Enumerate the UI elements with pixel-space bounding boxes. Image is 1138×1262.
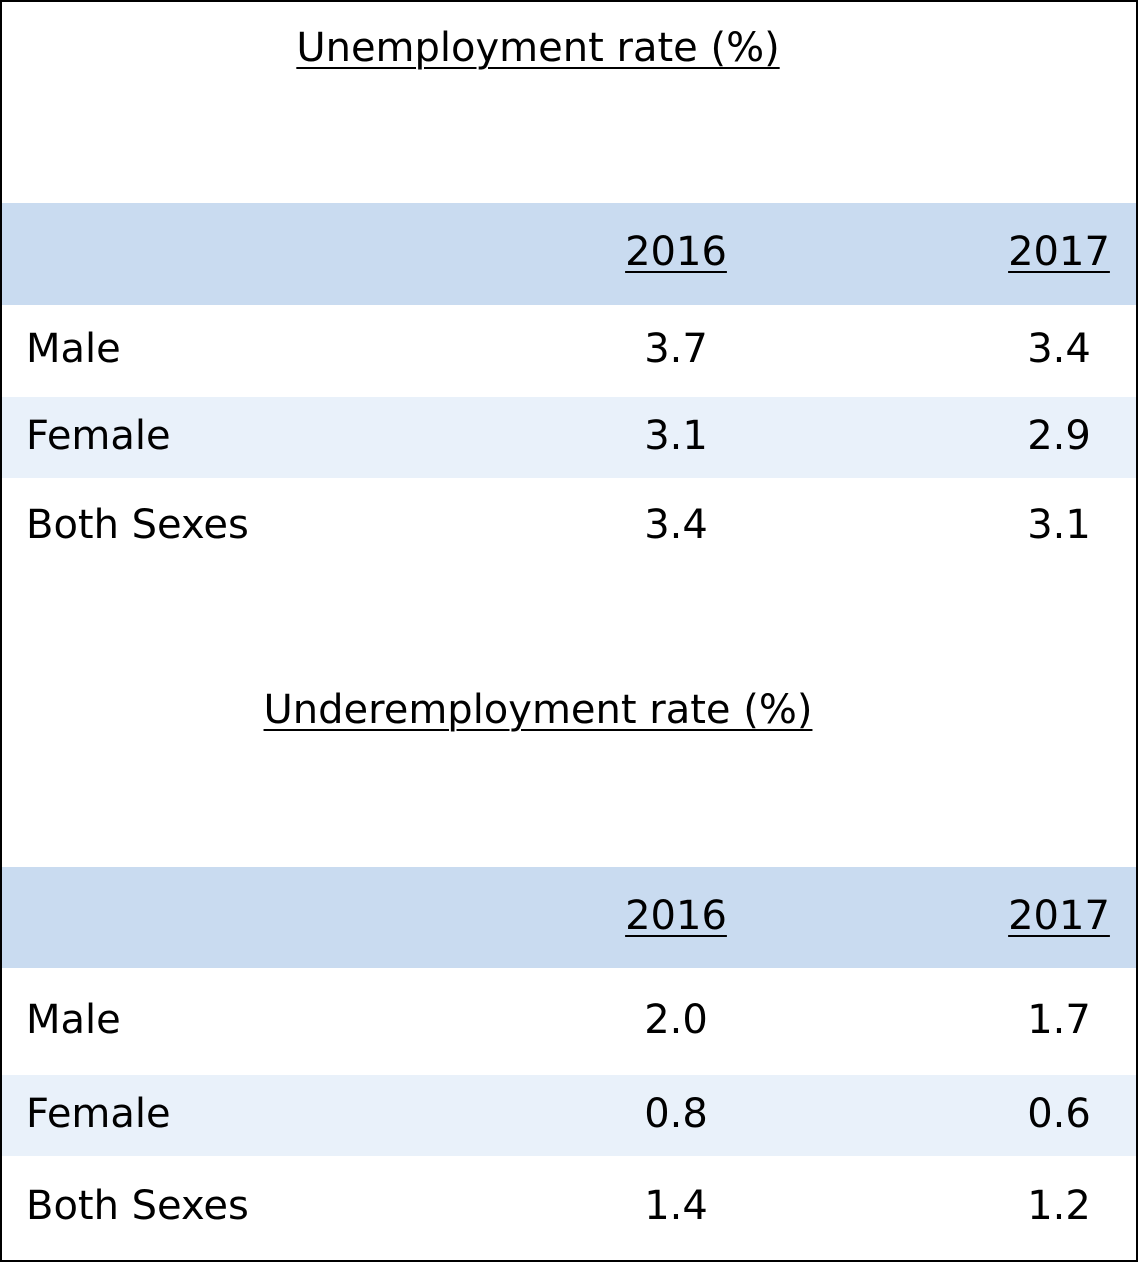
row-band (2, 1075, 1136, 1156)
row-label: Male (26, 996, 121, 1043)
cell-value: 3.4 (1027, 326, 1091, 372)
column-header: 2017 (1008, 229, 1110, 275)
column-header: 2016 (625, 229, 727, 275)
cell-value: 3.1 (644, 412, 708, 459)
table-title: Underemployment rate (%) (263, 687, 813, 733)
row-label: Male (26, 326, 121, 372)
row-label: Female (26, 412, 171, 459)
header-band (2, 203, 1136, 305)
header-band (2, 867, 1136, 968)
column-header: 2017 (1008, 892, 1110, 939)
cell-value: 2.9 (1027, 412, 1091, 459)
cell-value: 1.4 (644, 1183, 708, 1229)
cell-value: 1.2 (1027, 1183, 1091, 1229)
cell-value: 2.0 (644, 996, 708, 1043)
table-title: Unemployment rate (%) (296, 25, 780, 71)
cell-value: 1.7 (1027, 996, 1091, 1043)
row-label: Both Sexes (26, 1183, 249, 1229)
row-band (2, 397, 1136, 478)
row-label: Both Sexes (26, 501, 249, 548)
cell-value: 0.6 (1027, 1090, 1091, 1137)
row-label: Female (26, 1090, 171, 1137)
cell-value: 3.1 (1027, 501, 1091, 548)
column-header: 2016 (625, 892, 727, 939)
cell-value: 3.7 (644, 326, 708, 372)
cell-value: 3.4 (644, 501, 708, 548)
cell-value: 0.8 (644, 1090, 708, 1137)
